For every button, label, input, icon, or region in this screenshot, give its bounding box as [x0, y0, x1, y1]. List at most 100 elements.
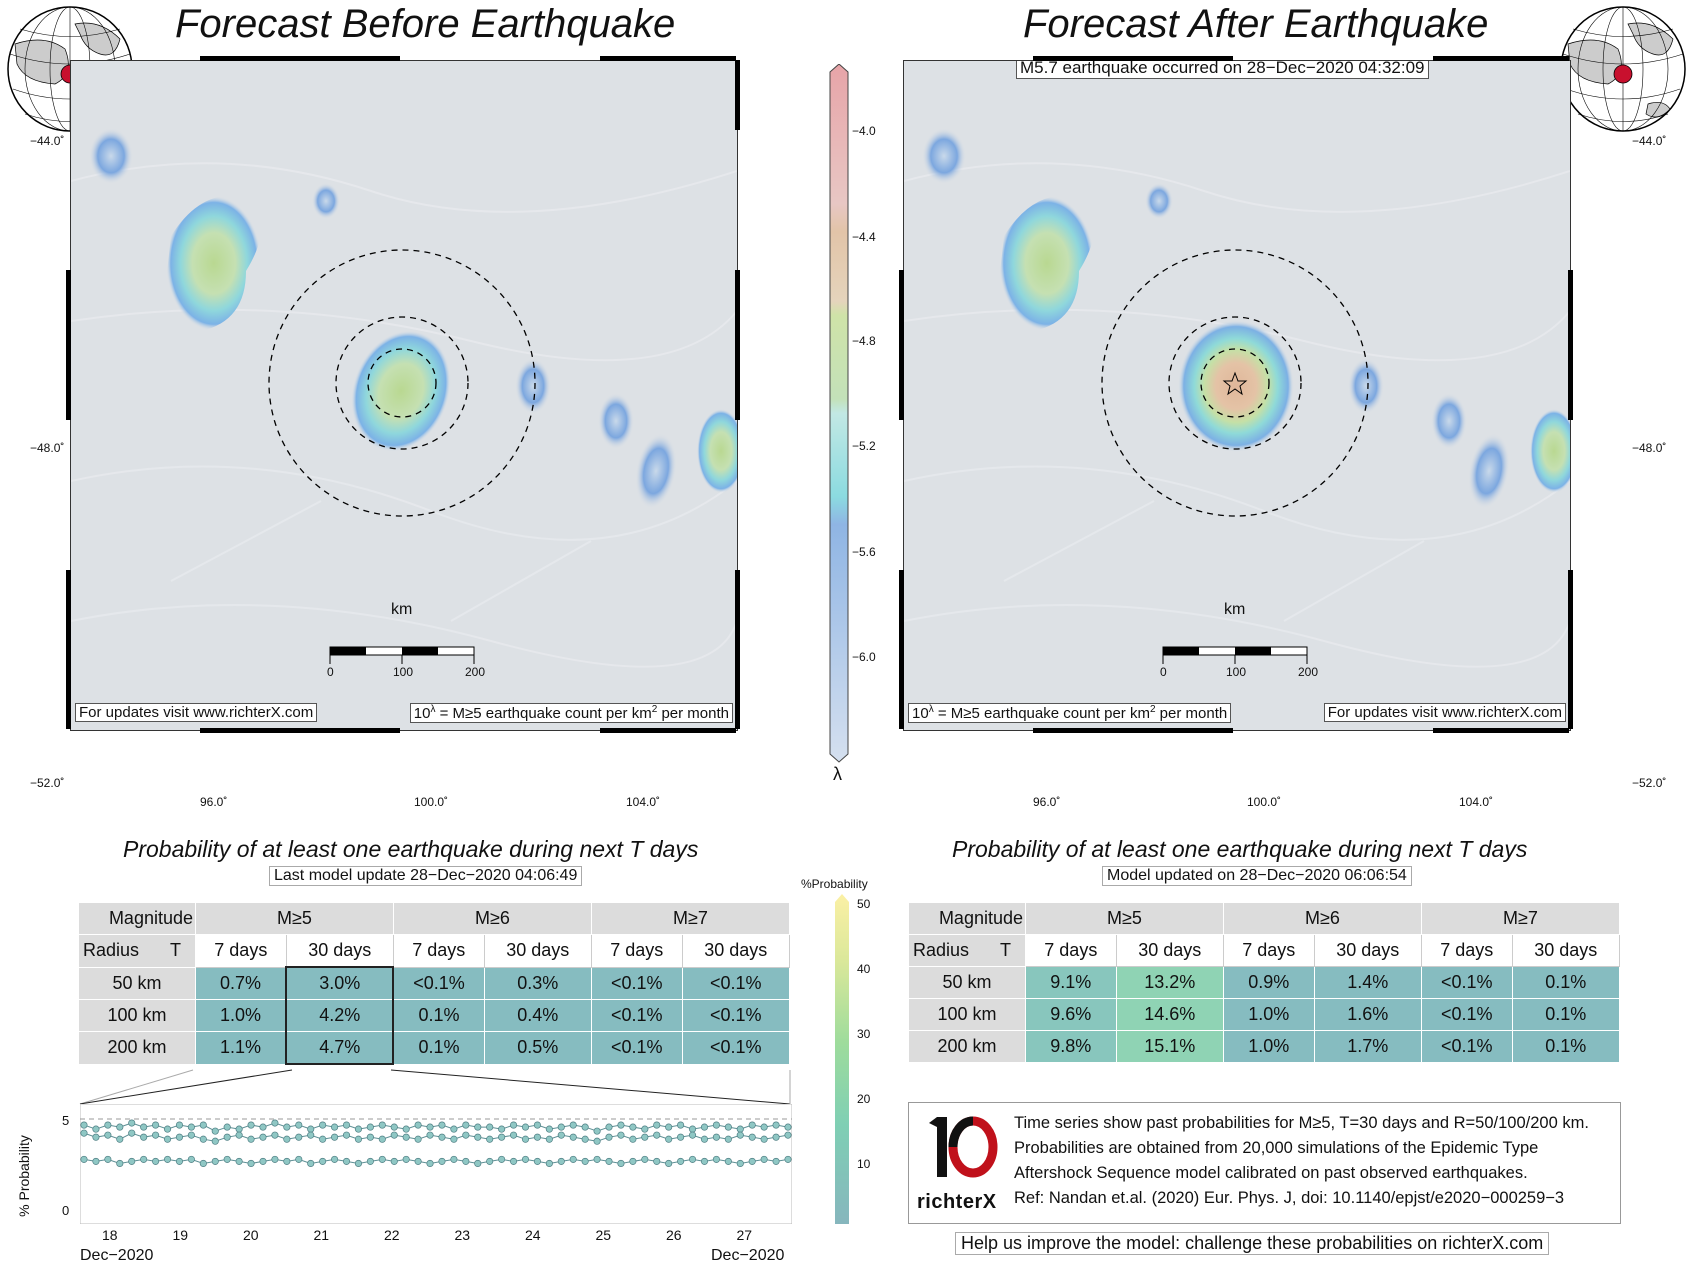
- series-point: [116, 1159, 124, 1167]
- prob-cell[interactable]: 1.4%: [1313, 966, 1422, 999]
- series-point: [426, 1123, 434, 1131]
- series-point: [104, 1155, 112, 1163]
- radius-cell: 200 km: [908, 1030, 1026, 1063]
- series-point: [92, 1125, 100, 1133]
- prob-cell[interactable]: <0.1%: [590, 1031, 683, 1065]
- series-point: [140, 1133, 148, 1141]
- prob-cell[interactable]: <0.1%: [1420, 998, 1513, 1031]
- lambda-legend-right: 10λ = M≥5 earthquake count per km2 per m…: [908, 703, 1232, 723]
- series-point: [450, 1155, 458, 1163]
- t-label: T: [1000, 940, 1011, 960]
- prob-cell[interactable]: 0.1%: [1511, 1030, 1621, 1063]
- series-point: [784, 1131, 792, 1139]
- prob-cell[interactable]: 1.0%: [195, 999, 287, 1032]
- series-point: [140, 1155, 148, 1163]
- series-point: [163, 1135, 172, 1143]
- prob-cell[interactable]: <0.1%: [1420, 1030, 1513, 1063]
- series-point: [187, 1123, 195, 1131]
- prob-cell[interactable]: 14.6%: [1115, 998, 1224, 1031]
- prob-colorbar: [834, 894, 850, 1229]
- series-point: [331, 1133, 339, 1141]
- series-point: [378, 1155, 386, 1163]
- prob-cell[interactable]: 15.1%: [1115, 1030, 1224, 1063]
- lon-label: 104.0˚: [1459, 795, 1494, 809]
- prob-cell[interactable]: <0.1%: [1420, 966, 1513, 999]
- series-point: [641, 1125, 649, 1133]
- series-point: [187, 1155, 195, 1163]
- prob-cell[interactable]: 0.1%: [392, 999, 485, 1032]
- prob-cell[interactable]: <0.1%: [392, 966, 485, 1000]
- prob-cell[interactable]: 4.7%: [285, 1031, 395, 1065]
- series-point: [80, 1121, 88, 1129]
- left-forecast-map[interactable]: km 0 100 200 For updates visit www.richt…: [70, 60, 738, 731]
- scale-tick-0: 0: [1160, 665, 1167, 679]
- mag-header: M≥5: [195, 902, 394, 935]
- time-series-chart[interactable]: [80, 1104, 792, 1224]
- prob-cell[interactable]: 3.0%: [285, 966, 395, 1000]
- series-point: [784, 1155, 792, 1163]
- prob-cell[interactable]: <0.1%: [590, 966, 683, 1000]
- scale-unit: km: [391, 601, 413, 618]
- lambda-symbol: λ: [833, 764, 842, 784]
- series-point: [474, 1123, 482, 1131]
- series-point: [390, 1123, 398, 1131]
- prob-cell[interactable]: 1.7%: [1313, 1030, 1422, 1063]
- footer-link[interactable]: Help us improve the model: challenge the…: [955, 1232, 1550, 1255]
- footer-link-right[interactable]: For updates visit www.richterX.com: [1323, 703, 1566, 722]
- lambda-tick: −4.8: [852, 334, 876, 348]
- mag-header: M≥6: [1222, 902, 1422, 935]
- series-point: [414, 1157, 422, 1165]
- prob-cell[interactable]: 0.3%: [483, 966, 592, 1000]
- series-point: [545, 1135, 553, 1143]
- frame-tick: [1433, 56, 1569, 61]
- prob-cell[interactable]: 0.1%: [392, 1031, 485, 1065]
- prob-cell[interactable]: 1.6%: [1313, 998, 1422, 1031]
- prob-cell[interactable]: 0.1%: [1511, 966, 1621, 999]
- series-point: [760, 1123, 768, 1131]
- prob-tick: 10: [857, 1157, 871, 1171]
- prob-cell[interactable]: 9.1%: [1025, 966, 1117, 999]
- footer-link-left[interactable]: For updates visit www.richterX.com: [75, 703, 318, 722]
- prob-cell[interactable]: 0.9%: [1222, 966, 1315, 999]
- series-point: [462, 1121, 470, 1129]
- series-point: [235, 1125, 243, 1133]
- prob-cell[interactable]: 0.4%: [483, 999, 592, 1032]
- mag-header: M≥7: [590, 902, 791, 935]
- right-table-subtitle: Model updated on 28−Dec−2020 06:06:54: [1102, 866, 1412, 886]
- series-point: [772, 1121, 780, 1129]
- prob-cell[interactable]: 0.1%: [1511, 998, 1621, 1031]
- prob-cell[interactable]: 1.1%: [195, 1031, 287, 1065]
- series-point: [665, 1159, 673, 1167]
- prob-cell[interactable]: 0.5%: [483, 1031, 592, 1065]
- prob-cell[interactable]: 9.8%: [1025, 1030, 1117, 1063]
- prob-cell[interactable]: 0.7%: [195, 966, 287, 1000]
- series-point: [354, 1125, 362, 1133]
- series-point: [104, 1121, 112, 1129]
- series-point: [259, 1123, 267, 1131]
- prob-cell[interactable]: 1.0%: [1222, 998, 1315, 1031]
- prob-cell[interactable]: 4.2%: [285, 999, 395, 1032]
- prob-cell[interactable]: <0.1%: [681, 1031, 791, 1065]
- info-line: Aftershock Sequence model calibrated on …: [1014, 1164, 1528, 1182]
- period-header: 7 days: [1420, 934, 1513, 967]
- series-point: [521, 1135, 530, 1143]
- series-point: [175, 1157, 184, 1165]
- mag-header: M≥6: [392, 902, 592, 935]
- series-point: [271, 1131, 279, 1139]
- prob-cell[interactable]: 1.0%: [1222, 1030, 1315, 1063]
- prob-cell[interactable]: <0.1%: [681, 966, 791, 1000]
- prob-cell[interactable]: 9.6%: [1025, 998, 1117, 1031]
- series-point: [390, 1131, 398, 1139]
- prob-cell[interactable]: 13.2%: [1115, 966, 1224, 999]
- series-point: [510, 1157, 518, 1165]
- prob-cell[interactable]: <0.1%: [681, 999, 791, 1032]
- frame-tick: [1568, 570, 1573, 729]
- series-point: [748, 1121, 756, 1129]
- series-point: [175, 1133, 184, 1141]
- frame-tick: [1033, 728, 1233, 733]
- series-point: [283, 1157, 291, 1165]
- prob-cell[interactable]: <0.1%: [590, 999, 683, 1032]
- period-header: 7 days: [195, 934, 287, 968]
- right-title: Forecast After Earthquake: [1023, 2, 1489, 46]
- right-forecast-map[interactable]: M5.7 earthquake occurred on 28−Dec−2020 …: [903, 60, 1571, 731]
